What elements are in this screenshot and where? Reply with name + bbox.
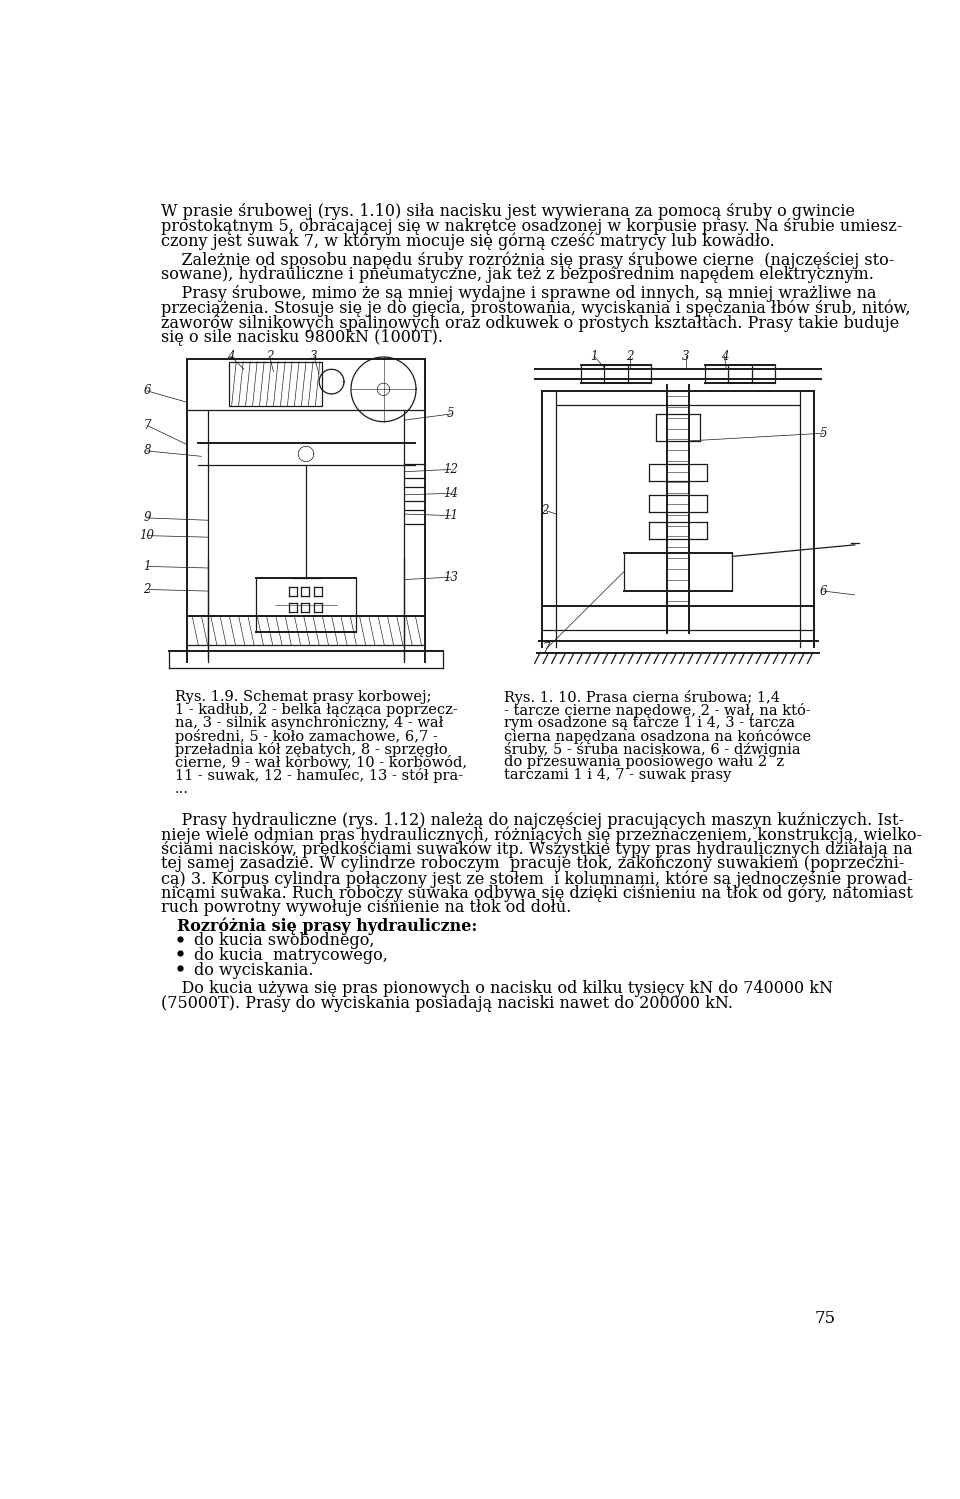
Text: Do kucia używa się pras pionowych o nacisku od kilku tysięcy kN do 740000 kN: Do kucia używa się pras pionowych o naci… xyxy=(161,980,833,997)
Text: 14: 14 xyxy=(444,487,459,499)
Text: sowane), hydrauliczne i pneumatyczne, jak też z bezpośrednim napędem elektryczny: sowane), hydrauliczne i pneumatyczne, ja… xyxy=(161,265,874,283)
Text: W prasie śrubowej (rys. 1.10) siła nacisku jest wywierana za pomocą śruby o gwin: W prasie śrubowej (rys. 1.10) siła nacis… xyxy=(161,202,855,220)
Text: cierna napędzana osadzona na końcówce: cierna napędzana osadzona na końcówce xyxy=(504,729,811,744)
Text: tej samej zasadzie. W cylindrze roboczym  pracuje tłok, zakończony suwakiem (pop: tej samej zasadzie. W cylindrze roboczym… xyxy=(161,856,904,872)
Text: czony jest suwak 7, w którym mocuje się górną cześć matrycy lub kowadło.: czony jest suwak 7, w którym mocuje się … xyxy=(161,232,775,250)
Text: do kucia swobodnego,: do kucia swobodnego, xyxy=(194,932,374,949)
Text: do kucia  matrycowego,: do kucia matrycowego, xyxy=(194,947,388,964)
Text: 11: 11 xyxy=(444,510,459,522)
Text: Prasy śrubowe, mimo że są mniej wydajne i sprawne od innych, są mniej wrażliwe n: Prasy śrubowe, mimo że są mniej wydajne … xyxy=(161,285,876,301)
Text: 2: 2 xyxy=(626,349,634,363)
Text: do wyciskania.: do wyciskania. xyxy=(194,962,313,979)
Text: 6: 6 xyxy=(143,384,151,397)
Text: na, 3 - silnik asynchroniczny, 4 - wał: na, 3 - silnik asynchroniczny, 4 - wał xyxy=(175,717,444,730)
Text: ściami nacisków, prędkościami suwaków itp. Wszystkie typy pras hydraulicznych dz: ściami nacisków, prędkościami suwaków it… xyxy=(161,841,913,859)
Text: 3: 3 xyxy=(682,349,689,363)
Text: 1: 1 xyxy=(143,561,151,573)
Text: 4: 4 xyxy=(721,349,729,363)
Text: rym osadzone są tarcze 1 i 4, 3 - tarcza: rym osadzone są tarcze 1 i 4, 3 - tarcza xyxy=(504,717,795,730)
Text: 13: 13 xyxy=(444,571,459,583)
Text: nieje wiele odmian pras hydraulicznych, różniących się przeznaczeniem, konstrukc: nieje wiele odmian pras hydraulicznych, … xyxy=(161,826,922,844)
Text: 3: 3 xyxy=(310,349,318,363)
Text: przeciążenia. Stosuje się je do gięcia, prostowania, wyciskania i spęczania łbów: przeciążenia. Stosuje się je do gięcia, … xyxy=(161,300,911,316)
Text: się o sile nacisku 9800kN (1000T).: się o sile nacisku 9800kN (1000T). xyxy=(161,328,444,346)
Text: do przesuwania poosiowego wału 2  z: do przesuwania poosiowego wału 2 z xyxy=(504,755,783,769)
Text: 1: 1 xyxy=(590,349,598,363)
Text: 5: 5 xyxy=(820,427,828,439)
Text: Prasy hydrauliczne (rys. 1.12) należą do najczęściej pracujących maszyn kuźniczy: Prasy hydrauliczne (rys. 1.12) należą do… xyxy=(161,811,904,829)
Text: 75: 75 xyxy=(815,1310,836,1327)
Text: Rys. 1. 10. Prasa cierna śrubowa; 1,4: Rys. 1. 10. Prasa cierna śrubowa; 1,4 xyxy=(504,690,780,705)
Text: 10: 10 xyxy=(139,529,155,543)
Text: 2: 2 xyxy=(540,504,548,517)
Text: tarczami 1 i 4, 7 - suwak prasy: tarczami 1 i 4, 7 - suwak prasy xyxy=(504,769,731,782)
Text: ...: ... xyxy=(175,781,189,796)
Text: 7: 7 xyxy=(542,642,550,655)
Text: zaworów silnikowych spalinowych oraz odkuwek o prostych kształtach. Prasy takie : zaworów silnikowych spalinowych oraz odk… xyxy=(161,315,900,331)
Text: ruch powrotny wywołuje ciśnienie na tłok od dołu.: ruch powrotny wywołuje ciśnienie na tłok… xyxy=(161,899,571,916)
Bar xyxy=(228,361,322,406)
Text: śruby, 5 - śruba naciskowa, 6 - dźwignia: śruby, 5 - śruba naciskowa, 6 - dźwignia xyxy=(504,742,801,757)
Text: 6: 6 xyxy=(820,585,828,598)
Text: 4: 4 xyxy=(228,349,234,363)
Text: 8: 8 xyxy=(143,444,151,457)
Text: 9: 9 xyxy=(143,511,151,525)
Text: prostokątnym 5, obracającej się w nakrętce osadzonej w korpusie prasy. Na śrubie: prostokątnym 5, obracającej się w nakręt… xyxy=(161,217,902,235)
Text: 12: 12 xyxy=(444,463,459,475)
Text: 2: 2 xyxy=(266,349,274,363)
Text: nicami suwaka. Ruch roboczy suwaka odbywa się dzięki ciśnieniu na tłok od góry, : nicami suwaka. Ruch roboczy suwaka odbyw… xyxy=(161,884,913,902)
Text: Zależnie od sposobu napędu śruby rozróżnia się prasy śrubowe cierne  (najczęście: Zależnie od sposobu napędu śruby rozróżn… xyxy=(161,252,895,268)
Text: cą) 3. Korpus cylindra połączony jest ze stołem  i kolumnami, które są jednocześ: cą) 3. Korpus cylindra połączony jest ze… xyxy=(161,869,913,887)
Text: cierne, 9 - wał korbowy, 10 - korbowód,: cierne, 9 - wał korbowy, 10 - korbowód, xyxy=(175,755,468,770)
Text: 2: 2 xyxy=(143,583,151,597)
Text: 11 - suwak, 12 - hamulec, 13 - stół pra-: 11 - suwak, 12 - hamulec, 13 - stół pra- xyxy=(175,769,463,784)
Text: 7: 7 xyxy=(143,420,151,432)
Text: (75000T). Prasy do wyciskania posiadają naciski nawet do 200000 kN.: (75000T). Prasy do wyciskania posiadają … xyxy=(161,995,733,1012)
Text: Rozróżnia się prasy hydrauliczne:: Rozróżnia się prasy hydrauliczne: xyxy=(177,917,477,935)
Text: Rys. 1.9. Schemat prasy korbowej;: Rys. 1.9. Schemat prasy korbowej; xyxy=(175,690,432,705)
Text: przeładnia kół zębatych, 8 - sprzęgło: przeładnia kół zębatych, 8 - sprzęgło xyxy=(175,742,447,757)
Text: - tarcze cierne napędowe, 2 - wał, na któ-: - tarcze cierne napędowe, 2 - wał, na kt… xyxy=(504,703,810,718)
Text: pośredni, 5 - koło zamachowe, 6,7 -: pośredni, 5 - koło zamachowe, 6,7 - xyxy=(175,729,438,744)
Text: 1 - kadłub, 2 - belka łącząca poprzecz-: 1 - kadłub, 2 - belka łącząca poprzecz- xyxy=(175,703,458,717)
Text: 5: 5 xyxy=(447,408,455,420)
